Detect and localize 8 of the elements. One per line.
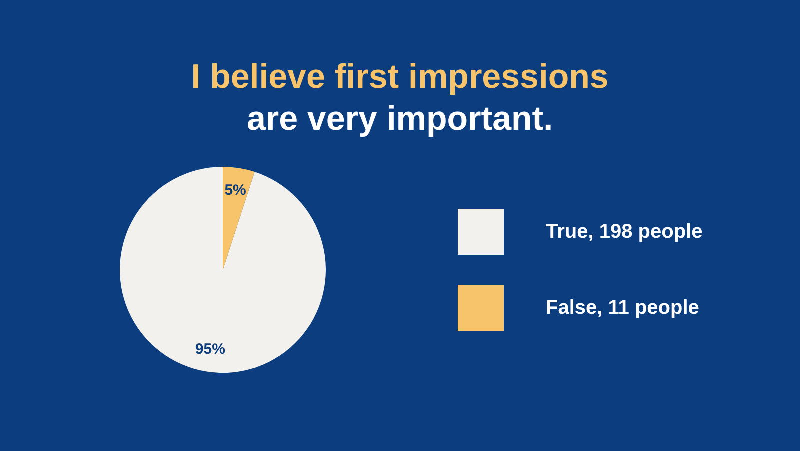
chart-title: I believe first impressions [190, 58, 610, 97]
legend-label: True, 198 people [546, 220, 704, 244]
data-label: 95% [195, 340, 226, 358]
pie-slice [120, 167, 326, 373]
data-label: 5% [224, 182, 246, 200]
chart-subtitle: are very important. [246, 100, 554, 139]
pie-slice [223, 167, 255, 270]
legend-label: False, 11 people [546, 296, 700, 320]
